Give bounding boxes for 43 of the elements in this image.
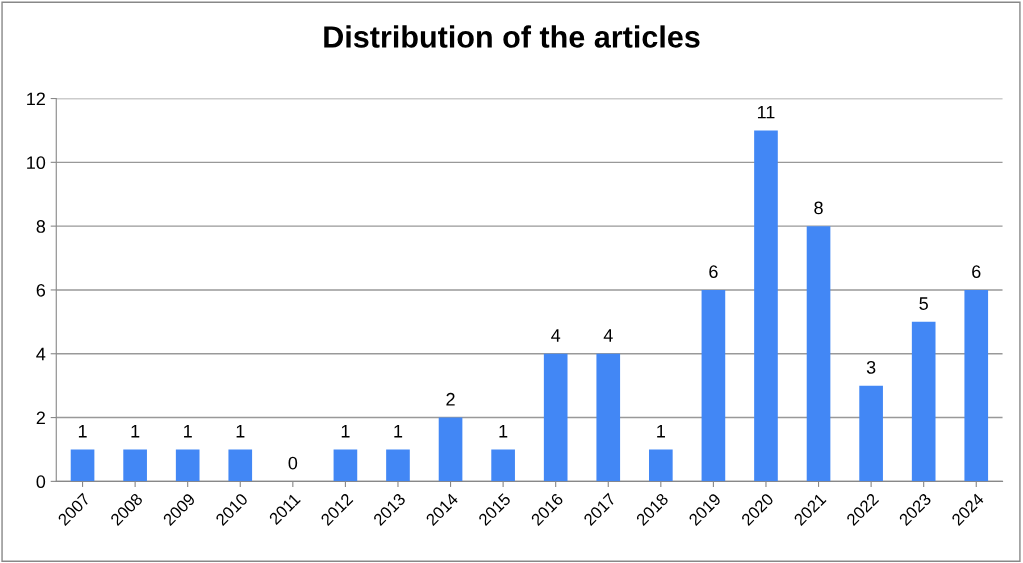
bar xyxy=(964,289,989,482)
bar xyxy=(491,449,515,482)
bar xyxy=(701,289,726,482)
data-label: 1 xyxy=(236,424,245,438)
data-label: 1 xyxy=(131,424,140,438)
bar xyxy=(649,449,673,482)
data-label: 11 xyxy=(757,105,775,119)
data-label: 1 xyxy=(657,424,665,438)
y-tick-label: 0 xyxy=(36,475,46,489)
data-label: 6 xyxy=(709,265,718,279)
bar xyxy=(543,353,568,482)
data-label: 1 xyxy=(499,424,508,438)
bar xyxy=(228,449,253,482)
y-tick-label: 10 xyxy=(27,156,46,170)
y-tick-label: 6 xyxy=(36,283,46,297)
data-label: 2 xyxy=(446,392,455,406)
data-label: 1 xyxy=(184,424,192,438)
data-label: 4 xyxy=(551,329,561,342)
bar xyxy=(333,449,358,482)
bar xyxy=(386,449,410,482)
y-tick-label: 4 xyxy=(36,347,46,361)
bar xyxy=(438,417,463,482)
data-label: 6 xyxy=(972,265,981,279)
data-label: 1 xyxy=(341,424,350,438)
y-tick-label: 2 xyxy=(36,411,45,425)
data-label: 3 xyxy=(866,360,876,374)
data-label: 8 xyxy=(814,201,823,215)
y-tick-label: 12 xyxy=(27,92,45,106)
chart-title: Distribution of the articles xyxy=(324,25,700,48)
data-label: 1 xyxy=(78,424,87,438)
bar xyxy=(859,385,883,482)
bar xyxy=(123,449,147,482)
y-tick-label: 8 xyxy=(36,220,46,233)
bar xyxy=(70,449,95,482)
data-label: 4 xyxy=(603,329,613,342)
bar xyxy=(911,321,936,482)
bar xyxy=(754,130,778,482)
data-label: 5 xyxy=(919,297,928,310)
data-label: 1 xyxy=(394,424,403,438)
bar xyxy=(806,226,831,482)
bar xyxy=(175,449,200,482)
bar xyxy=(596,353,621,482)
data-label: 0 xyxy=(288,456,298,470)
